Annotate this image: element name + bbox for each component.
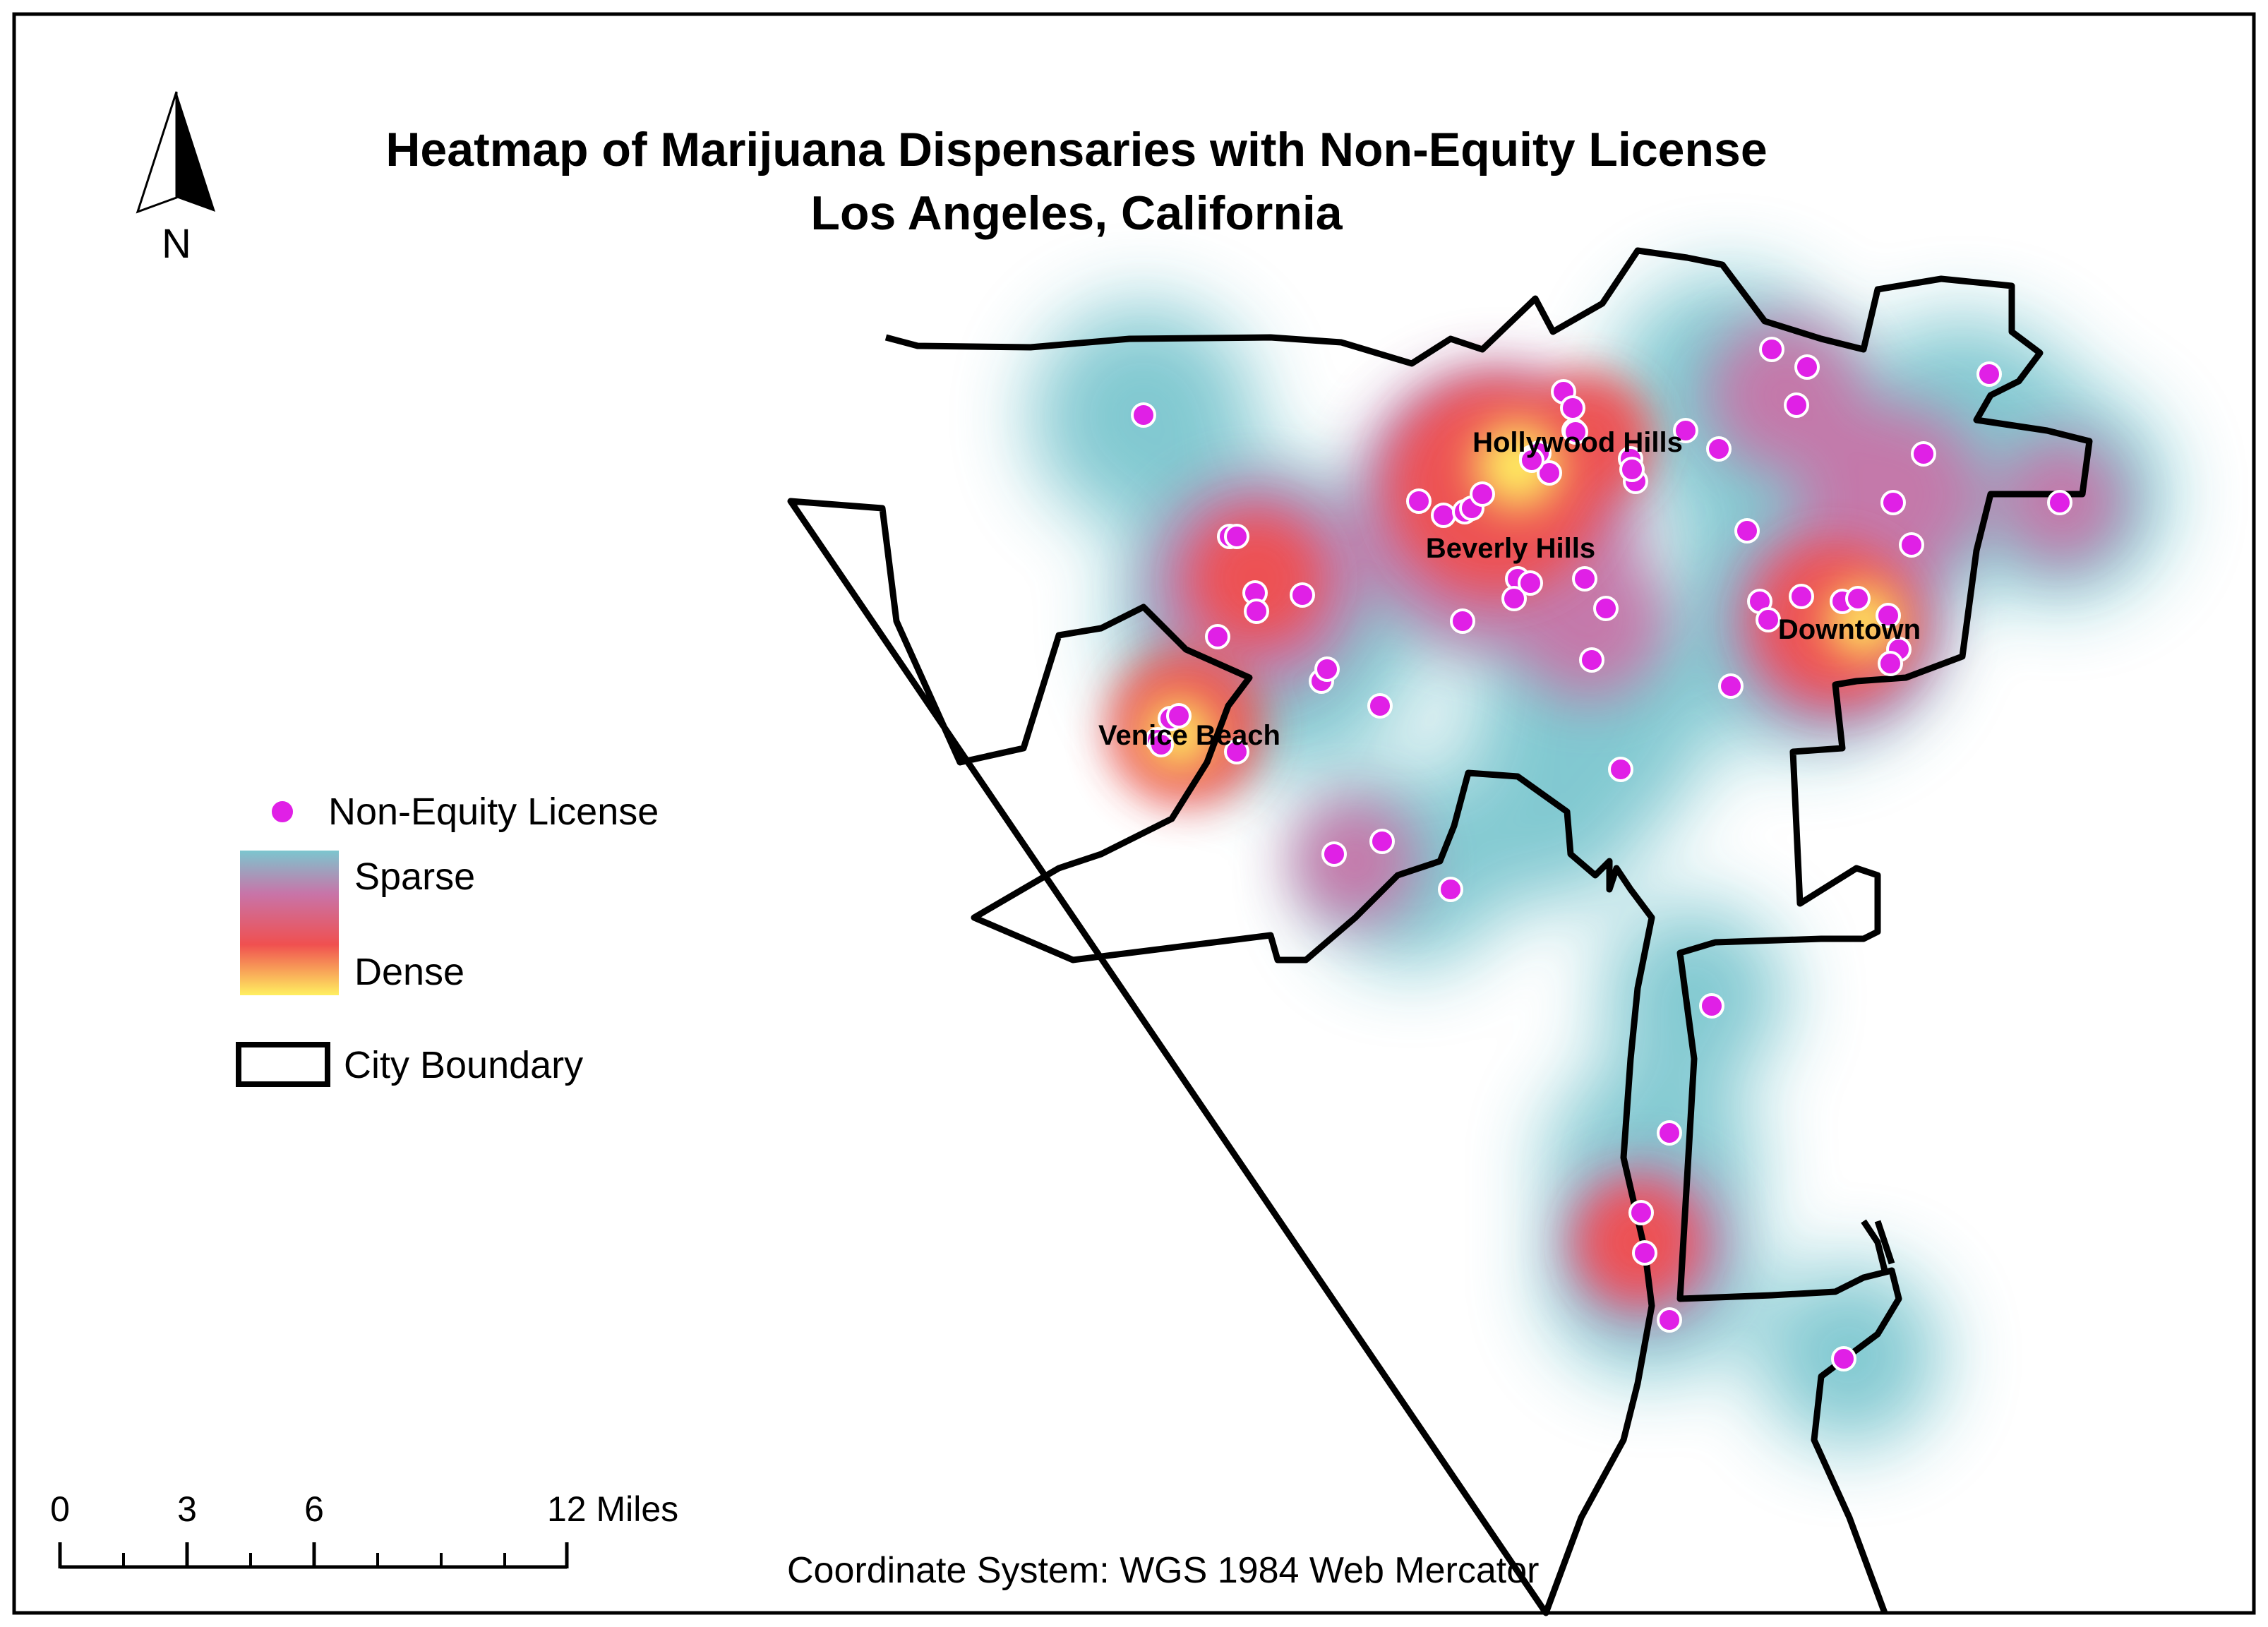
dispensary-point — [1628, 1200, 1654, 1225]
dispensary-point — [1131, 402, 1156, 428]
dispensary-point — [1756, 607, 1781, 632]
dispensary-point — [2047, 490, 2072, 515]
dispensary-point — [1560, 395, 1585, 421]
legend: Non-Equity License Sparse Dense City Bou… — [236, 791, 659, 1087]
dispensary-point — [1518, 570, 1543, 596]
scale-tick-0: 0 — [50, 1489, 70, 1529]
dispensary-point — [1321, 841, 1347, 867]
label-downtown: Downtown — [1778, 614, 1921, 645]
map-border — [12, 12, 2256, 1615]
legend-dense-label: Dense — [354, 951, 464, 993]
dispensary-point — [1789, 584, 1814, 609]
dispensary-point — [1290, 582, 1315, 608]
dispensary-point — [1314, 656, 1340, 682]
dispensary-point — [1501, 586, 1527, 611]
dispensary-point — [1431, 503, 1456, 528]
scale-tick-3: 3 — [177, 1489, 197, 1529]
dispensary-point — [1794, 354, 1820, 380]
label-beverly-hills: Beverly Hills — [1426, 533, 1595, 564]
dispensary-point — [1205, 624, 1230, 649]
dispensary-point — [1537, 460, 1562, 486]
dispensary-point — [1519, 448, 1544, 473]
dispensary-point — [1976, 361, 2002, 387]
legend-point-swatch — [269, 798, 296, 825]
dispensary-point — [1450, 608, 1475, 634]
dispensary-point — [1706, 436, 1732, 462]
map-title-line2: Los Angeles, California — [810, 186, 1343, 240]
dispensary-point — [1632, 1240, 1657, 1266]
dispensary-point — [1699, 993, 1724, 1019]
north-label: N — [162, 221, 191, 267]
dispensary-point — [1244, 599, 1269, 624]
label-hollywood-hills: Hollywood Hills — [1472, 427, 1683, 458]
dispensary-point — [1784, 392, 1809, 418]
dispensary-points — [1131, 337, 2072, 1371]
dispensary-point — [1563, 419, 1588, 445]
legend-boundary-swatch — [236, 1042, 330, 1087]
city-boundary-gap-lower — [1861, 1219, 1895, 1272]
scale-tick-12-miles: 12 Miles — [547, 1489, 678, 1529]
dispensary-point — [1718, 673, 1744, 699]
city-boundary-outline — [787, 247, 2093, 1616]
dispensary-point — [1911, 441, 1936, 467]
dispensary-point — [1572, 566, 1597, 592]
legend-heat-ramp — [240, 851, 339, 995]
dispensary-point — [1831, 1346, 1856, 1371]
dispensary-point — [1734, 518, 1760, 544]
dispensary-point — [1876, 603, 1901, 628]
map-title-line1: Heatmap of Marijuana Dispensaries with N… — [385, 123, 1767, 176]
dispensary-point — [1880, 490, 1906, 515]
dispensary-point — [1470, 481, 1495, 507]
dispensary-point — [1579, 647, 1604, 673]
dispensary-point — [1878, 651, 1903, 676]
dispensary-point — [1593, 596, 1619, 621]
legend-boundary-label: City Boundary — [344, 1044, 583, 1086]
scale-tick-6: 6 — [304, 1489, 324, 1529]
dispensary-point — [1899, 532, 1924, 558]
legend-point-label: Non-Equity License — [328, 791, 659, 833]
coordinate-system-note: Coordinate System: WGS 1984 Web Mercator — [787, 1550, 1539, 1591]
dispensary-point — [1759, 337, 1784, 362]
legend-sparse-label: Sparse — [354, 855, 475, 898]
dispensary-point — [1657, 1307, 1682, 1333]
dispensary-point — [1369, 829, 1395, 854]
north-arrow-icon — [136, 91, 215, 214]
dispensary-point — [1166, 703, 1192, 728]
dispensary-point — [1406, 488, 1432, 514]
dispensary-point — [1673, 418, 1698, 443]
dispensary-point — [1657, 1120, 1682, 1146]
dispensary-point — [1224, 739, 1249, 764]
dispensary-point — [1148, 732, 1174, 757]
dispensary-point — [1619, 457, 1645, 482]
dispensary-point — [1367, 693, 1393, 719]
dispensary-point — [1224, 524, 1249, 549]
label-venice-beach: Venice Beach — [1098, 720, 1280, 751]
dispensary-point — [1845, 586, 1871, 611]
dispensary-point — [1438, 877, 1463, 902]
scale-bar: 0 3 6 12 Miles — [50, 1489, 678, 1569]
dispensary-point — [1608, 757, 1633, 782]
